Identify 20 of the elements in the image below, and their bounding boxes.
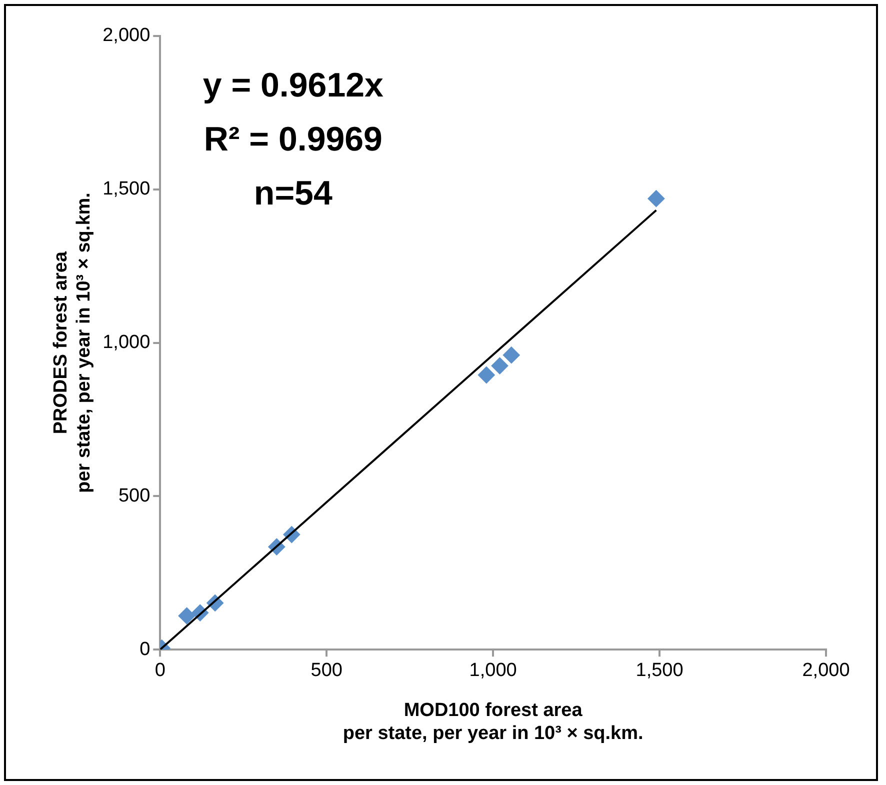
x-tick-label: 500 (310, 660, 342, 682)
x-tick-label: 1,500 (636, 660, 684, 682)
point (491, 357, 508, 374)
x-tick-label: 0 (154, 660, 166, 682)
point (648, 190, 665, 208)
y-tick-label: 500 (118, 485, 150, 506)
y-tick-label: 1,000 (102, 332, 150, 354)
annotation: y = 0.9612x (202, 66, 384, 104)
point (502, 346, 520, 364)
point (178, 607, 196, 624)
x-axis-title: MOD100 forest area per state, per year in 10³ × sq.km. (342, 700, 644, 744)
y-tick-label: 1,500 (102, 178, 150, 200)
y-tick-label: 2,000 (102, 25, 150, 46)
y-tick-label: 0 (140, 638, 150, 660)
annotation: n=54 (254, 174, 332, 212)
point (478, 366, 495, 384)
x-tick-label: 1,000 (469, 660, 517, 682)
x-tick-label: 2,000 (802, 660, 850, 682)
annotation: R² = 0.9969 (204, 120, 382, 158)
y-axis-title: PRODES forest area per state, per year in 10³ × sq.km. (50, 192, 94, 494)
